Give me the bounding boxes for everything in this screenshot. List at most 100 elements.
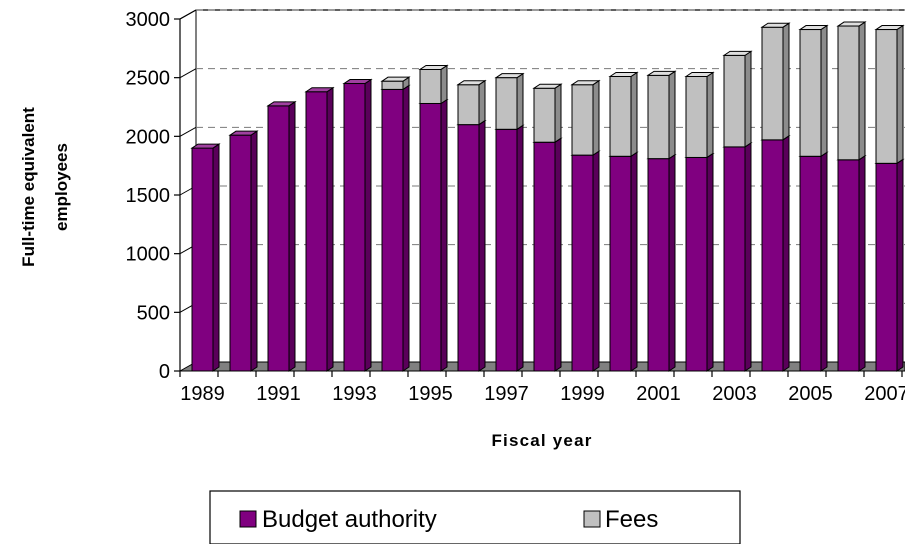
fees-bar-2004-top: [760, 22, 791, 28]
x-tick-label: 1989: [180, 383, 225, 405]
fees-bar-2005-top: [798, 25, 829, 31]
bar-group-2001: [646, 70, 677, 372]
budget-bar-1998: [533, 141, 556, 372]
fees-bar-1997-top: [494, 73, 525, 79]
bar-group-2007: [874, 24, 905, 372]
budget-bar-2000-side: [630, 151, 638, 372]
bar-group-1990: [228, 130, 259, 372]
x-axis-ticks: 1989 1991 1993 1995 1997 1999 2001 2003 2005 2007: [179, 371, 905, 405]
y-tick-label: 0: [159, 361, 170, 383]
budget-bar-2007: [875, 162, 898, 372]
bar-group-2005: [798, 24, 829, 372]
fees-bar-1994: [381, 80, 404, 90]
y-tick-label: 1000: [126, 244, 171, 266]
budget-bar-2000: [609, 155, 632, 372]
budget-bar-1992: [305, 91, 328, 372]
fees-bar-2006-side: [858, 21, 866, 161]
fees-bar-1996-side: [478, 79, 486, 126]
fees-bar-1995-side: [440, 64, 448, 105]
fees-bar-2003: [723, 54, 746, 148]
x-tick-label: 2007: [864, 383, 905, 405]
fees-bar-2006: [837, 25, 860, 161]
fees-bar-2000-top: [608, 71, 639, 77]
budget-bar-1991-side: [288, 100, 296, 372]
wall-gridline: [179, 126, 197, 137]
fees-bar-2005-side: [820, 24, 828, 158]
wall-gridline: [179, 9, 197, 20]
fees-bar-1999-top: [570, 80, 601, 86]
fees-bar-2002-top: [684, 71, 715, 77]
fees-bar-1998-side: [554, 83, 562, 144]
fees-bar-1996-top: [456, 80, 487, 86]
fees-bar-2001-side: [668, 70, 676, 160]
fees-bar-1997-side: [516, 72, 524, 131]
bar-group-1989: [190, 143, 221, 372]
fees-bar-2004-side: [782, 22, 790, 141]
legend-label-budget: Budget authority: [262, 506, 437, 533]
y-axis-ticks: 0 500 1000 1500 2000 2500 3000: [126, 9, 180, 383]
budget-bar-1989-side: [212, 143, 220, 372]
budget-bar-2002-side: [706, 152, 714, 372]
x-tick-label: 2005: [788, 383, 833, 405]
budget-bar-2005: [799, 155, 822, 372]
bar-group-2002: [684, 71, 715, 372]
fees-bar-2007-side: [896, 24, 904, 165]
bar-group-1996: [456, 79, 487, 372]
wall-gridline: [179, 68, 197, 79]
fees-bar-1998-top: [532, 83, 563, 89]
fees-bar-2002: [685, 75, 708, 158]
budget-bar-2005-side: [820, 151, 828, 372]
budget-bar-1990-side: [250, 130, 258, 372]
legend-label-fees: Fees: [605, 506, 658, 533]
y-axis-label-line1: Full-time equivalent: [19, 107, 38, 267]
budget-bar-1989: [191, 147, 214, 372]
fees-bar-2003-top: [722, 50, 753, 56]
x-axis-label: Fiscal year: [491, 431, 592, 450]
budget-bar-1993-side: [364, 78, 372, 372]
bar-group-1992: [304, 86, 335, 372]
budget-bar-1990: [229, 134, 252, 372]
x-tick-label: 1995: [408, 383, 453, 405]
fees-bar-1999: [571, 84, 594, 156]
budget-bar-1994: [381, 88, 404, 372]
x-tick-label: 1991: [256, 383, 301, 405]
bar-group-2006: [836, 21, 867, 372]
fees-bar-1997: [495, 77, 518, 130]
x-tick-label: 2001: [636, 383, 681, 405]
budget-bar-2006: [837, 159, 860, 372]
fees-bar-2002-side: [706, 71, 714, 159]
fees-bar-1999-side: [592, 79, 600, 157]
budget-bar-1999-side: [592, 150, 600, 372]
bars: [190, 21, 905, 372]
fees-bar-1995-top: [418, 64, 449, 70]
budget-bar-1994-side: [402, 84, 410, 372]
fees-bar-1995: [419, 68, 442, 104]
y-tick-label: 2500: [126, 68, 171, 90]
fees-bar-2000-side: [630, 71, 638, 158]
budget-bar-1993: [343, 83, 366, 372]
y-axis-label-line2: employees: [52, 143, 71, 231]
fees-bar-2003-side: [744, 50, 752, 148]
y-tick-label: 500: [137, 302, 170, 324]
budget-bar-1997-side: [516, 124, 524, 372]
legend-swatch-fees: [583, 510, 601, 528]
bar-group-1991: [266, 100, 297, 372]
fees-bar-2001: [647, 74, 670, 160]
budget-bar-1995: [419, 102, 442, 372]
budget-bar-1998-side: [554, 137, 562, 372]
budget-bar-2003: [723, 146, 746, 372]
legend-swatch-budget: [239, 510, 257, 528]
bar-group-1998: [532, 83, 563, 372]
x-tick-label: 2003: [712, 383, 757, 405]
fees-bar-2007-top: [874, 25, 905, 31]
fees-bar-1998: [533, 87, 556, 143]
budget-bar-2002: [685, 156, 708, 372]
budget-bar-2001: [647, 158, 670, 372]
fees-bar-2005: [799, 29, 822, 157]
y-tick-label: 2000: [126, 126, 171, 148]
budget-bar-1991: [267, 105, 290, 372]
budget-bar-1993-top: [342, 79, 373, 85]
bar-group-1993: [342, 78, 373, 372]
budget-bar-1992-side: [326, 86, 334, 372]
